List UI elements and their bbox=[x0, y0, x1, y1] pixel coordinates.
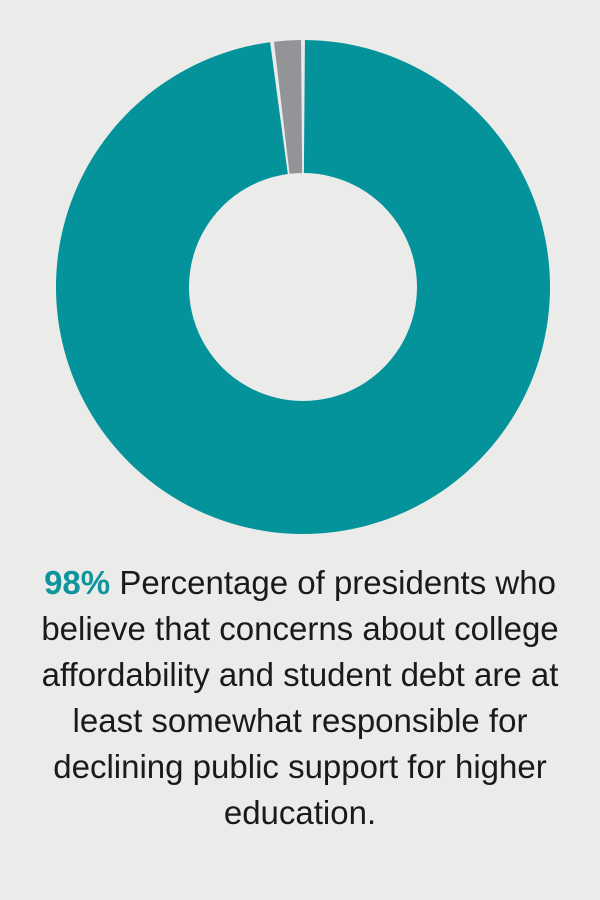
donut-slices bbox=[56, 40, 551, 534]
caption-text: Percentage of presidents who believe tha… bbox=[41, 564, 559, 831]
donut-slice-1 bbox=[56, 40, 551, 534]
caption-percent: 98% bbox=[44, 564, 111, 601]
donut-chart bbox=[56, 40, 551, 534]
chart-caption: 98% Percentage of presidents who believe… bbox=[30, 560, 570, 836]
donut-slice-2 bbox=[273, 40, 303, 174]
